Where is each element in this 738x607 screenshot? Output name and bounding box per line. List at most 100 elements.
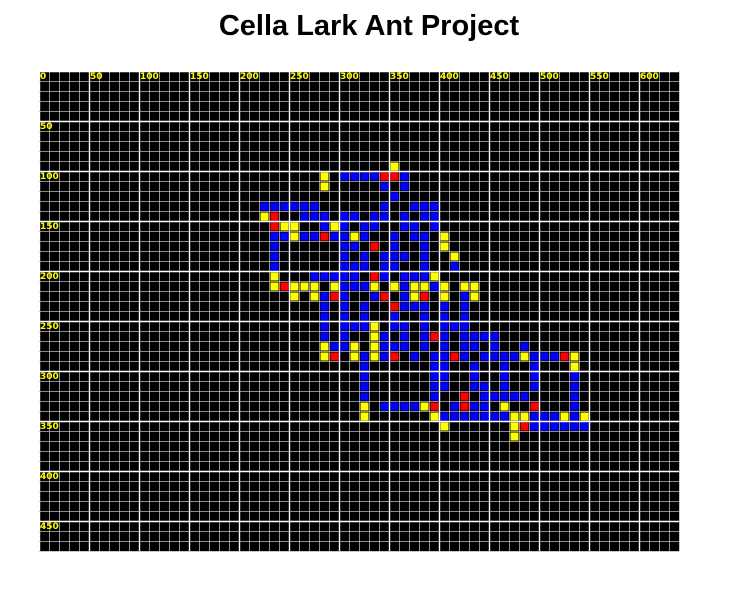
tick-labels: 0 50 100 150 200 250 300 350 400 450 500 550 600 50 10… [40,72,659,532]
blue-cell [420,202,429,211]
blue-cell [420,332,429,341]
blue-cell [490,332,499,341]
blue-cell [440,352,449,361]
blue-cell [490,352,499,361]
blue-cell [330,342,339,351]
blue-cell [400,322,409,331]
blue-cell [420,272,429,281]
blue-cell [470,342,479,351]
blue-cell [460,322,469,331]
blue-cell [360,302,369,311]
blue-cell [360,362,369,371]
blue-cell [520,342,529,351]
blue-cell [520,392,529,401]
blue-cell [500,372,509,381]
blue-cell [430,282,439,291]
yellow-cell [440,232,449,241]
blue-cell [390,242,399,251]
blue-cell [330,272,339,281]
blue-cell [380,202,389,211]
blue-cell [310,232,319,241]
x-tick-label: 300 [340,72,359,82]
blue-cell [360,392,369,401]
blue-cell [370,222,379,231]
blue-cell [550,352,559,361]
blue-cell [340,172,349,181]
yellow-cell [410,282,419,291]
y-tick-label: 400 [40,472,59,482]
blue-cell [320,302,329,311]
yellow-cell [510,412,519,421]
x-tick-label: 450 [490,72,509,82]
blue-cell [340,242,349,251]
yellow-cell [270,272,279,281]
x-tick-label: 400 [440,72,459,82]
blue-cell [440,322,449,331]
y-tick-label: 200 [40,272,59,282]
yellow-cell [410,292,419,301]
blue-cell [530,412,539,421]
yellow-cell [580,412,589,421]
blue-cell [350,272,359,281]
blue-cell [420,232,429,241]
blue-cell [340,312,349,321]
yellow-cell [300,282,309,291]
blue-cell [460,342,469,351]
x-tick-label: 100 [140,72,159,82]
blue-cell [380,272,389,281]
red-cell [380,172,389,181]
blue-cell [370,172,379,181]
red-cell [560,352,569,361]
x-tick-label: 150 [190,72,209,82]
blue-cell [270,252,279,261]
blue-cell [560,422,569,431]
blue-cell [570,422,579,431]
blue-cell [380,212,389,221]
red-cell [370,272,379,281]
yellow-cell [570,362,579,371]
blue-cell [430,372,439,381]
blue-cell [380,342,389,351]
blue-cell [460,302,469,311]
blue-cell [490,392,499,401]
blue-cell [400,272,409,281]
blue-cell [430,212,439,221]
blue-cell [270,232,279,241]
y-tick-label: 350 [40,422,59,432]
blue-cell [470,372,479,381]
grid-lines [38,70,680,552]
blue-cell [340,322,349,331]
blue-cell [550,412,559,421]
blue-cell [540,352,549,361]
blue-cell [440,372,449,381]
blue-cell [500,412,509,421]
x-tick-label: 600 [640,72,659,82]
blue-cell [320,292,329,301]
blue-cell [430,382,439,391]
blue-cell [540,412,549,421]
yellow-cell [330,222,339,231]
yellow-cell [560,412,569,421]
blue-cell [570,372,579,381]
blue-cell [390,252,399,261]
blue-cell [390,342,399,351]
yellow-cell [460,282,469,291]
blue-cell [440,382,449,391]
red-cell [450,352,459,361]
blue-cell [420,252,429,261]
blue-cell [420,242,429,251]
y-tick-label: 450 [40,522,59,532]
red-cell [270,212,279,221]
blue-cell [340,252,349,261]
blue-cell [340,262,349,271]
yellow-cell [440,282,449,291]
blue-cell [280,202,289,211]
blue-cell [410,352,419,361]
blue-cell [480,332,489,341]
blue-cell [400,252,409,261]
blue-cell [420,302,429,311]
blue-cell [440,362,449,371]
blue-cell [580,422,589,431]
blue-cell [480,402,489,411]
x-tick-label: 250 [290,72,309,82]
